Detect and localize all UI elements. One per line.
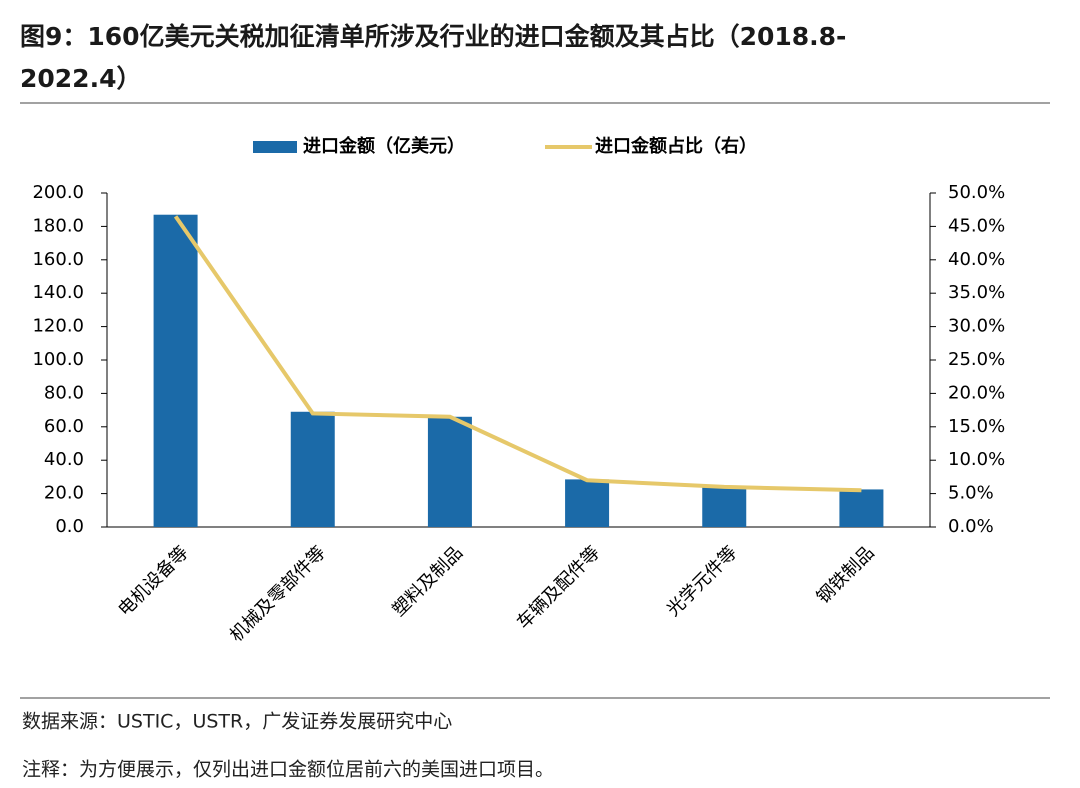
source: 数据来源：USTIC，USTR，广发证券发展研究中心 xyxy=(22,711,452,733)
bar xyxy=(290,411,335,527)
y2-tick-label: 5.0% xyxy=(948,483,994,504)
y-tick-label: 140.0 xyxy=(32,282,84,303)
y2-tick-label: 25.0% xyxy=(948,349,1005,370)
y2-tick-label: 15.0% xyxy=(948,416,1005,437)
x-tick-label: 塑料及制品 xyxy=(388,542,466,620)
y-tick-label: 0.0 xyxy=(55,516,84,537)
y-tick-label: 60.0 xyxy=(44,416,84,437)
y-tick-label: 180.0 xyxy=(32,215,84,236)
x-tick-label: 车辆及配件等 xyxy=(513,542,604,633)
chart-title: 2022.4） xyxy=(20,64,141,93)
bar xyxy=(839,489,884,527)
legend-label: 进口金额（亿美元） xyxy=(303,135,465,157)
bar xyxy=(153,214,198,527)
y-tick-label: 100.0 xyxy=(32,349,84,370)
x-tick-label: 机械及零部件等 xyxy=(226,542,330,646)
bar xyxy=(427,416,472,527)
x-tick-label: 钢铁制品 xyxy=(813,542,879,608)
y-tick-label: 120.0 xyxy=(32,316,84,337)
note: 注释：为方便展示，仅列出进口金额位居前六的美国进口项目。 xyxy=(22,759,554,781)
y2-tick-label: 0.0% xyxy=(948,516,994,537)
y2-tick-label: 45.0% xyxy=(948,215,1005,236)
y-tick-label: 160.0 xyxy=(32,249,84,270)
legend-label: 进口金额占比（右） xyxy=(595,135,757,157)
chart-title: 图9：160亿美元关税加征清单所涉及行业的进口金额及其占比（2018.8- xyxy=(20,22,846,51)
bar xyxy=(565,479,610,527)
y-tick-label: 40.0 xyxy=(44,449,84,470)
y2-tick-label: 30.0% xyxy=(948,316,1005,337)
y2-tick-label: 50.0% xyxy=(948,182,1005,203)
line xyxy=(173,215,862,493)
x-tick-label: 光学元件等 xyxy=(663,542,741,620)
x-tick-label: 电机设备等 xyxy=(114,542,192,620)
legend-swatch xyxy=(253,141,297,153)
y-tick-label: 20.0 xyxy=(44,483,84,504)
bar xyxy=(702,486,747,527)
y2-tick-label: 40.0% xyxy=(948,249,1005,270)
y2-tick-label: 20.0% xyxy=(948,382,1005,403)
y-tick-label: 200.0 xyxy=(32,182,84,203)
y-tick-label: 80.0 xyxy=(44,382,84,403)
y2-tick-label: 35.0% xyxy=(948,282,1005,303)
y2-tick-label: 10.0% xyxy=(948,449,1005,470)
